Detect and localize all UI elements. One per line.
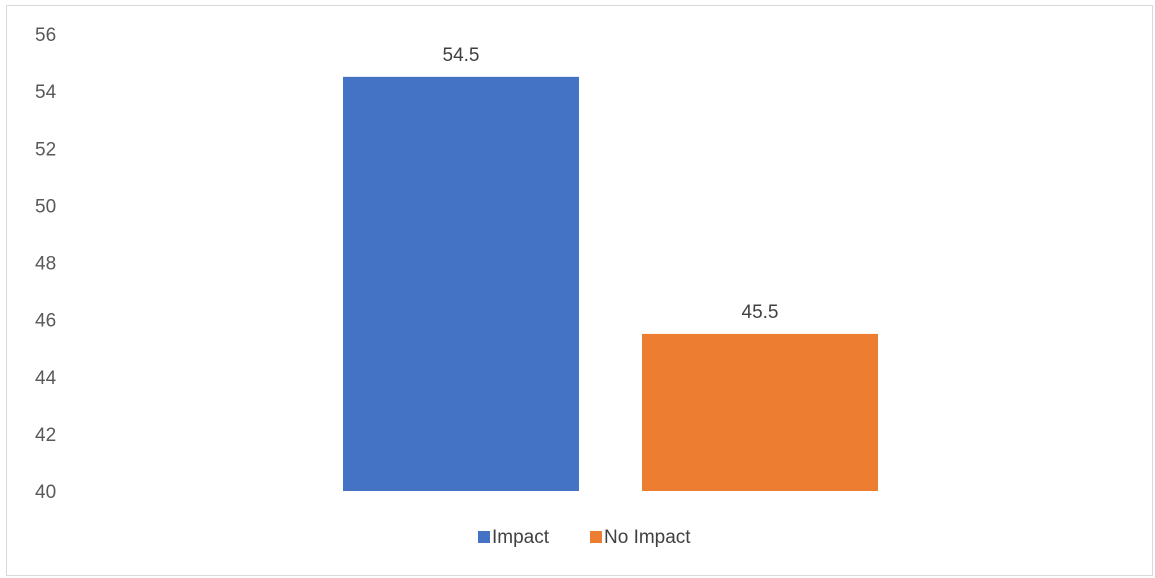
data-label: 54.5 [443, 45, 480, 66]
legend: Impact No Impact [478, 527, 691, 548]
bar-chart: 40 42 44 46 48 50 52 54 56 54.5 45.5 Impact No Imp… [35, 25, 878, 548]
bars [343, 76, 878, 491]
legend-swatch-no-impact [590, 531, 602, 543]
bar-no-impact [642, 333, 878, 491]
y-tick-label: 56 [35, 25, 56, 46]
y-tick-label: 46 [35, 311, 56, 332]
y-tick-label: 40 [35, 482, 56, 503]
y-tick-label: 48 [35, 254, 56, 275]
bar-impact [343, 76, 579, 491]
data-label: 45.5 [742, 302, 779, 323]
y-axis: 40 42 44 46 48 50 52 54 56 [35, 25, 57, 503]
legend-label: Impact [492, 527, 550, 548]
y-tick-label: 44 [35, 368, 57, 389]
legend-swatch-impact [478, 531, 490, 543]
chart-area: 40 42 44 46 48 50 52 54 56 54.5 45.5 Impact No Imp… [6, 5, 1153, 576]
y-tick-label: 52 [35, 139, 56, 160]
y-tick-label: 54 [35, 82, 57, 103]
y-tick-label: 42 [35, 425, 56, 446]
y-tick-label: 50 [35, 196, 56, 217]
data-labels: 54.5 45.5 [443, 45, 779, 323]
legend-label: No Impact [604, 527, 691, 548]
